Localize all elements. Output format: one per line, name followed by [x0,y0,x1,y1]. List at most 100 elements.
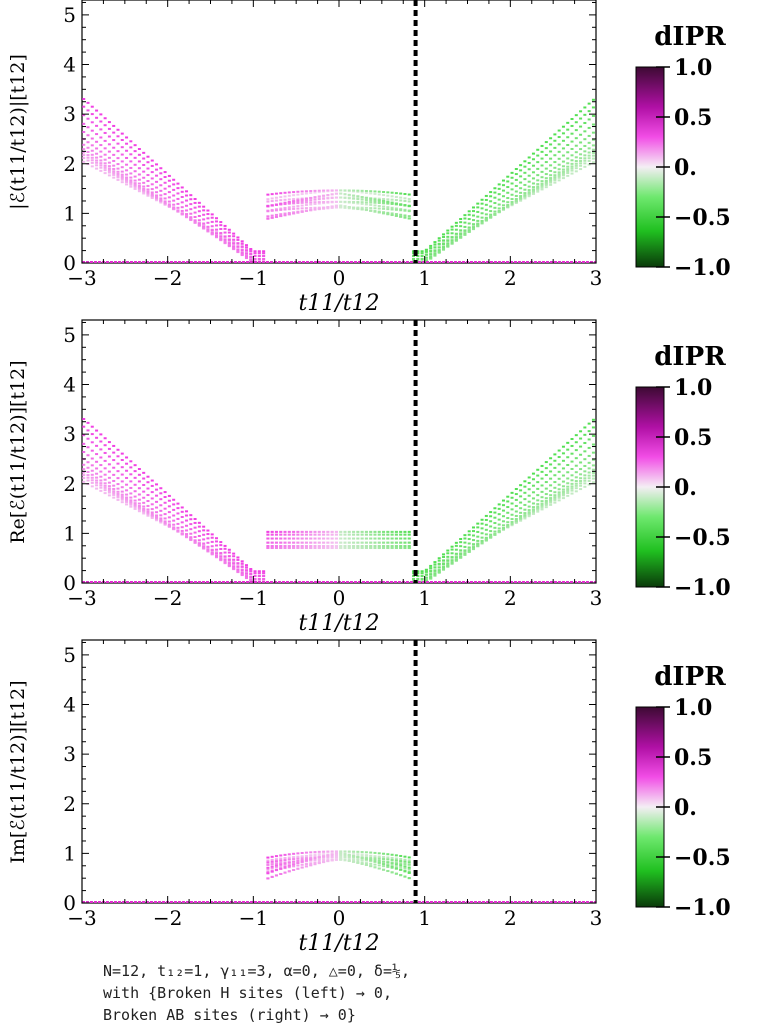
data-point [352,850,356,853]
data-point [394,867,398,870]
data-point [155,168,159,171]
data-point [549,180,553,183]
data-point [459,236,463,239]
data-point [557,496,561,499]
data-point [587,159,591,162]
data-point [553,494,557,497]
data-point [219,234,223,237]
data-point [549,463,553,466]
data-point [155,163,159,166]
data-point [489,215,493,218]
data-point [536,505,540,508]
data-point [549,503,553,506]
data-point [129,501,133,504]
data-point [343,545,347,548]
x-axis-label: t11/t12 [298,931,379,956]
data-point [369,862,373,865]
data-point [214,556,218,559]
data-point [424,570,428,573]
data-point [236,562,240,565]
data-point [167,494,171,497]
data-point [99,470,103,473]
data-point [484,533,488,536]
data-point [382,202,386,205]
data-point [163,193,167,196]
data-point [373,533,377,536]
data-point [369,854,373,857]
data-point [236,250,240,253]
data-point [579,110,583,113]
x-tick-label: 1 [418,586,431,610]
data-point [420,257,424,260]
data-point [330,854,334,857]
data-point [416,570,420,573]
data-point [347,851,351,854]
data-point [352,197,356,200]
data-point [557,150,561,153]
data-point [570,118,574,121]
data-point [471,224,475,227]
data-point [133,150,137,153]
data-point [549,500,553,503]
data-point [497,207,501,210]
data-point [540,186,544,189]
data-point [86,421,90,424]
data-point [189,212,193,215]
data-point [382,201,386,204]
data-point [519,199,523,202]
data-point [489,515,493,518]
data-point [506,186,510,189]
data-point [364,862,368,865]
data-point [429,571,433,574]
data-point [107,489,111,492]
data-point [386,194,390,197]
data-point [292,191,296,194]
data-point [86,101,90,104]
data-point [471,226,475,229]
data-point [266,530,270,533]
data-point [95,429,99,432]
data-point [270,858,274,861]
data-point [446,229,450,232]
data-point [172,523,176,526]
data-point [442,562,446,565]
data-point [86,150,90,153]
data-point [433,569,437,572]
data-point [214,548,218,551]
data-point [313,198,317,201]
data-point [347,537,351,540]
data-point [561,172,565,175]
data-point [373,855,377,858]
data-point [561,480,565,483]
data-point [399,868,403,871]
data-point [446,549,450,552]
data-point [459,555,463,558]
data-point [352,545,356,548]
data-point [313,206,317,209]
data-point [240,240,244,243]
data-point [591,426,595,429]
data-point [579,468,583,471]
data-point [519,507,523,510]
y-axis-label: Im[ℰ(t11/t12)][t12] [7,680,29,863]
data-point [266,859,270,862]
data-point [90,469,94,472]
data-point [313,547,317,550]
data-point [364,209,368,212]
data-point [574,482,578,485]
data-point [339,533,343,536]
data-point [274,530,278,533]
data-point [287,208,291,211]
data-point [364,191,368,194]
data-point [283,547,287,550]
data-point [309,545,313,548]
data-point [519,484,523,487]
data-point [450,228,454,231]
data-point [262,570,266,573]
data-point [463,552,467,555]
data-point [244,566,248,569]
data-point [116,157,120,160]
x-tick-label: 2 [504,906,517,930]
data-point [442,568,446,571]
data-point [506,500,510,503]
